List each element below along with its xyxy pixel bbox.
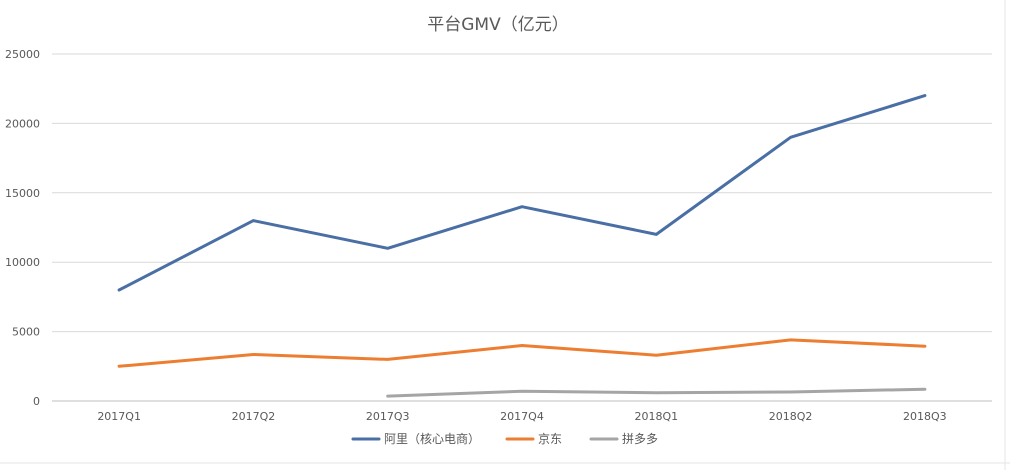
legend-label-3: 拼多多: [622, 432, 658, 446]
y-tick-label: 0: [33, 395, 40, 408]
series-line-3: [386, 387, 927, 398]
series-lines: [117, 94, 927, 398]
x-tick-label: 2018Q1: [634, 410, 678, 423]
legend-label-1: 阿里（核心电商）: [384, 431, 480, 446]
x-tick-label: 2018Q2: [769, 410, 813, 423]
x-tick-label: 2018Q3: [903, 410, 947, 423]
y-gridlines: [52, 53, 992, 333]
y-tick-label: 10000: [5, 256, 40, 269]
legend-label-2: 京东: [538, 432, 562, 446]
legend: 阿里（核心电商） 京东 拼多多: [351, 431, 658, 446]
x-tick-label: 2017Q3: [366, 410, 410, 423]
chart-title: 平台GMV（亿元）: [427, 15, 568, 35]
x-tick-label: 2017Q1: [97, 410, 141, 423]
x-tick-label: 2017Q4: [500, 410, 544, 423]
y-axis-ticks: 0 5000 10000 15000 20000 25000: [5, 48, 40, 408]
y-tick-label: 20000: [5, 117, 40, 130]
y-tick-label: 15000: [5, 187, 40, 200]
y-tick-label: 25000: [5, 48, 40, 61]
series-line-2: [117, 338, 927, 368]
x-tick-label: 2017Q2: [232, 410, 276, 423]
x-axis-ticks: 2017Q1 2017Q2 2017Q3 2017Q4 2018Q1 2018Q2 2018…: [97, 410, 946, 423]
series-line-1: [117, 94, 927, 292]
y-tick-label: 5000: [12, 326, 40, 339]
